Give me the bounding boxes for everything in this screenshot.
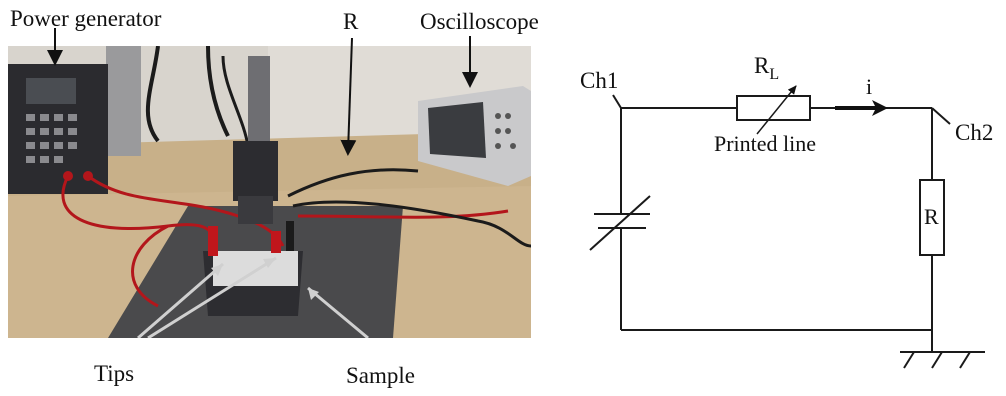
ground-hatch — [959, 351, 971, 369]
rl-label: RL — [754, 53, 779, 83]
probe-cable — [287, 168, 419, 198]
resistor-r-label: R — [924, 204, 939, 229]
probe-station — [203, 56, 303, 316]
ground-hatch — [931, 351, 943, 369]
current-label: i — [866, 74, 872, 99]
oscilloscope-label: Oscilloscope — [420, 9, 539, 34]
sample-card — [213, 251, 298, 286]
rl-body — [736, 95, 811, 121]
tips-arrow-right — [147, 256, 277, 338]
sample-arrow — [307, 286, 369, 338]
probe-tip-black — [286, 221, 294, 251]
ground-symbol — [900, 330, 985, 369]
setup-photo-drawing — [8, 46, 531, 338]
generator-display — [26, 78, 76, 104]
red-cable — [131, 224, 169, 308]
station-head — [233, 141, 278, 201]
setup-photo — [8, 46, 531, 338]
arrowhead — [308, 288, 319, 300]
generator-side — [106, 46, 141, 156]
resistor-pointer — [340, 37, 357, 156]
probe-tip-red — [208, 226, 218, 256]
photo-pointer-heads — [211, 258, 319, 300]
arrowhead — [211, 264, 223, 276]
ground-hatch — [903, 351, 915, 369]
sample-label: Sample — [346, 363, 415, 388]
wall-cable — [145, 46, 160, 143]
arrowhead — [263, 258, 276, 268]
scope-screen — [428, 102, 486, 158]
current-arrow-head — [872, 100, 888, 116]
ch1-label: Ch1 — [580, 68, 618, 93]
wall-cable — [221, 55, 250, 147]
probe-cable — [292, 200, 531, 248]
red-cable — [297, 209, 509, 219]
variable-resistor-rl — [736, 85, 811, 135]
power-generator-device — [8, 46, 141, 194]
rl-label-subscript: L — [769, 66, 779, 83]
probe-tip-red — [271, 231, 281, 253]
resistor-label-photo: R — [343, 9, 359, 34]
wall-cable — [206, 46, 230, 137]
variable-voltage-source — [589, 195, 651, 251]
tips-label: Tips — [94, 361, 135, 386]
rl-variable-arrow — [756, 85, 797, 135]
power-generator-label: Power generator — [10, 6, 162, 31]
scope-controls — [495, 113, 516, 149]
printed-line-label: Printed line — [714, 131, 816, 156]
ch2-label: Ch2 — [955, 120, 993, 145]
station-knob — [238, 196, 273, 224]
source-variable-slash — [589, 195, 651, 251]
generator-keypad — [26, 114, 77, 163]
resistor-r — [919, 179, 945, 256]
ch1-probe-line — [612, 94, 622, 109]
tips-arrow-left — [137, 262, 224, 338]
oscilloscope-device — [418, 86, 531, 186]
rl-label-main: R — [754, 53, 770, 78]
photo-pointer-arrows — [137, 256, 369, 338]
ch2-probe-line — [931, 107, 951, 125]
